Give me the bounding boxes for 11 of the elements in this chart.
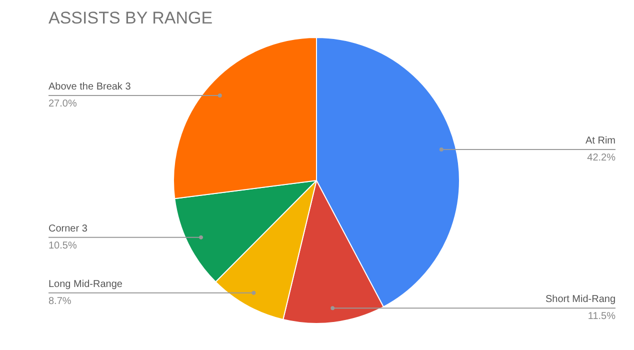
slice-label: At Rim	[586, 135, 616, 146]
slice-label: Short Mid-Rang	[545, 294, 616, 306]
slice-label: Above the Break 3	[48, 81, 132, 92]
data-label: 8.7%	[48, 296, 72, 307]
chart-title: ASSISTS BY RANGE	[48, 8, 213, 28]
data-label: 27.0%	[48, 98, 77, 110]
data-label: 11.5%	[588, 311, 616, 322]
slice-label: Long Mid-Range	[48, 278, 123, 290]
slice-label: Corner 3	[48, 223, 88, 234]
data-label: 42.2%	[587, 152, 616, 164]
data-label: 10.5%	[48, 240, 77, 252]
